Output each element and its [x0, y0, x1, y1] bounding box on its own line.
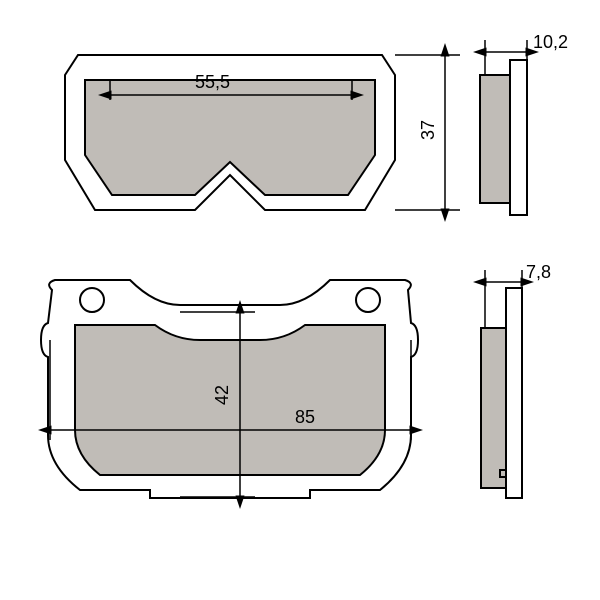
technical-drawing: 55,5 37 10,2 85 42 7,8 [0, 0, 600, 600]
bottom-width-label: 85 [295, 407, 315, 427]
bottom-pad-front: 85 42 [41, 280, 418, 498]
top-width-label: 55,5 [195, 72, 230, 92]
top-pad-side: 10,2 [480, 32, 568, 215]
bottom-thick-label: 7,8 [526, 262, 551, 282]
top-height-dim: 37 [395, 55, 460, 210]
top-pad-front: 55,5 [65, 55, 395, 210]
top-height-label: 37 [418, 120, 438, 140]
top-thick-label: 10,2 [533, 32, 568, 52]
bottom-height-label: 42 [212, 385, 232, 405]
bottom-pad-side: 7,8 [481, 262, 551, 498]
